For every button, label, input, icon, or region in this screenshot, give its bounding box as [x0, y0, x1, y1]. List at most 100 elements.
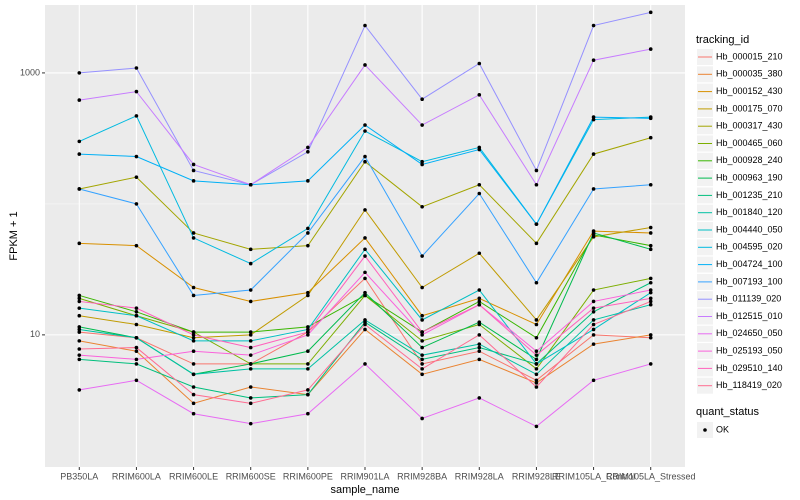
legend-label: Hb_000465_060	[716, 138, 783, 148]
data-point	[477, 299, 482, 304]
data-point	[134, 66, 139, 70]
data-point	[477, 191, 482, 196]
data-point	[477, 61, 482, 66]
data-point	[134, 243, 139, 248]
legend-label: Hb_029510_140	[716, 363, 783, 373]
data-point	[306, 330, 310, 334]
data-point	[363, 123, 367, 127]
data-point	[534, 424, 539, 429]
data-point	[306, 325, 310, 329]
data-point	[534, 349, 539, 354]
data-point	[363, 154, 367, 159]
data-point	[134, 362, 139, 366]
data-point	[134, 322, 139, 327]
data-point	[248, 330, 253, 334]
data-point	[306, 149, 310, 154]
data-point	[191, 162, 196, 167]
data-point	[534, 367, 539, 371]
data-point	[648, 333, 653, 337]
legend-label: Hb_000175_070	[716, 103, 783, 113]
data-point	[363, 236, 367, 240]
data-point	[591, 378, 596, 383]
data-point	[477, 302, 482, 307]
data-point	[77, 241, 82, 246]
data-point	[77, 357, 82, 362]
data-point	[477, 147, 482, 152]
data-point	[648, 182, 653, 187]
data-point	[420, 254, 424, 258]
data-point	[134, 335, 139, 340]
x-tick-label: RRIM928LE	[512, 471, 561, 481]
data-point	[591, 23, 596, 28]
data-point	[534, 182, 539, 187]
legend-label: Hb_000928_240	[716, 155, 783, 165]
data-point	[534, 241, 539, 246]
data-point	[191, 231, 196, 235]
data-point	[77, 325, 82, 329]
data-point	[420, 372, 424, 377]
data-point	[648, 288, 653, 292]
data-point	[591, 306, 596, 310]
data-point	[191, 392, 196, 397]
data-point	[77, 347, 82, 351]
data-point	[363, 23, 367, 28]
data-point	[77, 306, 82, 310]
y-tick-label: 1000	[20, 67, 40, 77]
data-point	[534, 378, 539, 383]
data-point	[420, 345, 424, 350]
data-point	[191, 372, 196, 377]
data-point	[420, 123, 424, 127]
data-point	[191, 411, 196, 416]
data-point	[648, 296, 653, 301]
data-point	[306, 290, 310, 295]
data-point	[648, 299, 653, 304]
data-point	[248, 247, 253, 252]
data-point	[248, 421, 253, 426]
data-point	[363, 362, 367, 366]
data-point	[134, 89, 139, 94]
x-tick-label: RRIM600PE	[283, 471, 333, 481]
data-point	[191, 349, 196, 354]
data-point	[306, 349, 310, 354]
data-point	[363, 270, 367, 275]
data-point	[77, 98, 82, 102]
data-point	[77, 296, 82, 301]
data-point	[306, 231, 310, 235]
legend-label: Hb_000035_380	[716, 69, 783, 79]
legend-label: Hb_012515_010	[716, 311, 783, 321]
x-tick-label: RRIM901LA	[340, 471, 389, 481]
data-point	[191, 339, 196, 343]
data-point	[363, 254, 367, 258]
data-point	[648, 243, 653, 248]
data-point	[248, 182, 253, 187]
data-point	[534, 357, 539, 362]
legend-label: Hb_118419_020	[716, 380, 782, 390]
data-point	[477, 93, 482, 97]
data-point	[591, 333, 596, 337]
data-point	[248, 367, 253, 371]
data-point	[534, 168, 539, 173]
data-point	[306, 179, 310, 183]
legend-label: Hb_004595_020	[716, 242, 783, 252]
data-point	[363, 318, 367, 322]
legend-label: Hb_004440_050	[716, 224, 783, 234]
data-point	[591, 318, 596, 322]
legend-label: Hb_011139_020	[716, 294, 781, 304]
data-point	[534, 222, 539, 226]
data-point	[77, 388, 82, 392]
data-point	[77, 339, 82, 343]
data-point	[591, 288, 596, 292]
data-point	[477, 320, 482, 324]
data-point	[648, 231, 653, 235]
legend-label: Hb_007193_100	[716, 276, 783, 286]
data-point	[420, 318, 424, 322]
data-point	[134, 114, 139, 118]
data-point	[420, 285, 424, 290]
data-point	[191, 285, 196, 290]
legend-label: Hb_001840_120	[716, 207, 783, 217]
data-point	[191, 179, 196, 183]
data-point	[134, 313, 139, 318]
legend-label: Hb_004724_100	[716, 259, 783, 269]
data-point	[77, 299, 82, 304]
data-point	[306, 392, 310, 397]
